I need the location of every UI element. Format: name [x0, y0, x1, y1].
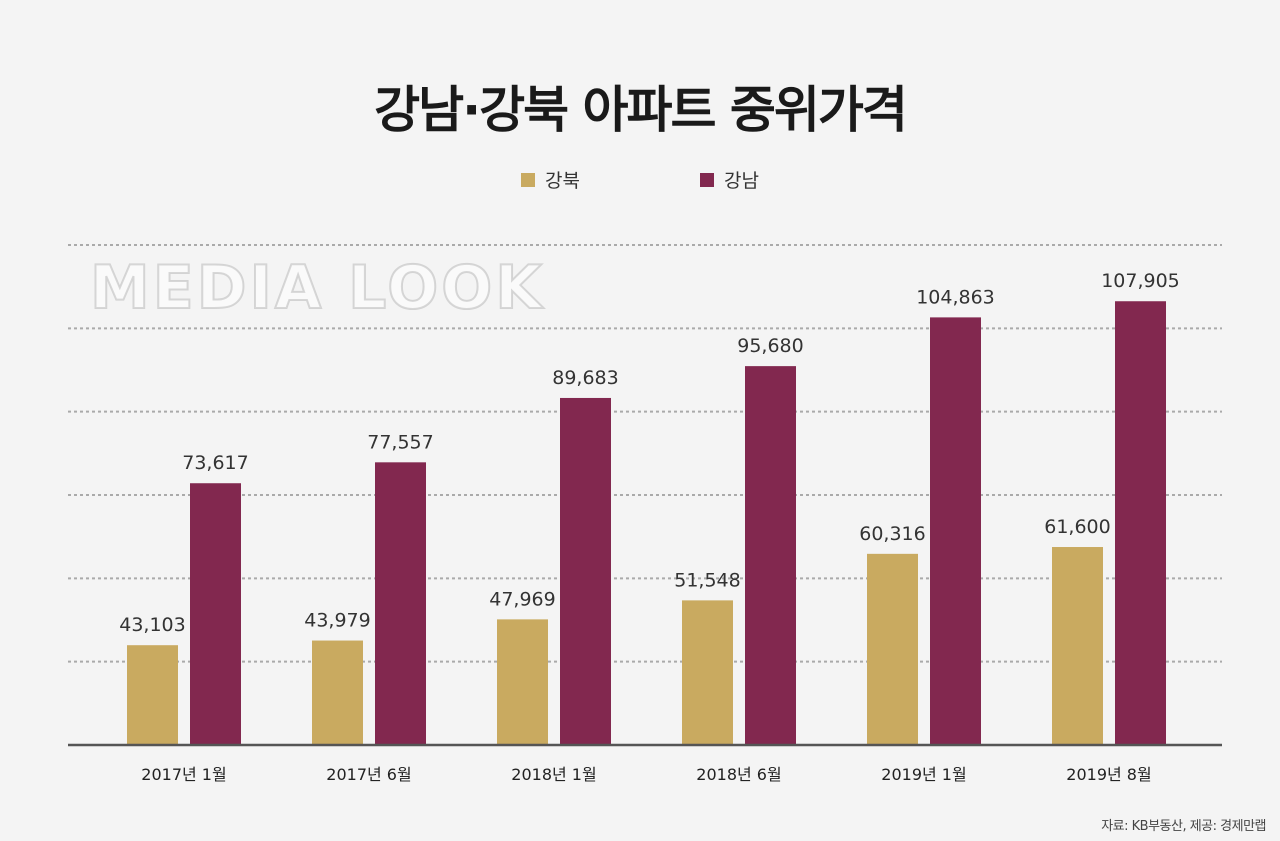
bar-gangnam	[190, 483, 241, 745]
data-label: 43,979	[304, 610, 370, 632]
bar-gangnam	[1115, 301, 1166, 745]
x-tick-label: 2019년 1월	[881, 765, 966, 784]
data-label: 60,316	[859, 523, 925, 545]
x-tick-label: 2018년 6월	[696, 765, 781, 784]
bar-gangbuk	[312, 640, 363, 745]
bar-gangbuk	[127, 645, 178, 745]
data-label: 89,683	[552, 367, 618, 389]
data-label: 77,557	[367, 431, 433, 453]
bar-gangbuk	[867, 553, 918, 745]
legend: 강북 강남	[0, 166, 1280, 193]
legend-item-gangnam: 강남	[700, 166, 759, 193]
bar-gangnam	[745, 366, 796, 745]
x-tick-label: 2017년 6월	[326, 765, 411, 784]
x-tick-label: 2017년 1월	[141, 765, 226, 784]
bar-gangnam	[375, 462, 426, 745]
data-label: 61,600	[1044, 516, 1110, 538]
bar-gangbuk	[497, 619, 548, 745]
data-label: 43,103	[119, 614, 185, 636]
legend-label: 강북	[545, 170, 580, 192]
legend-swatch-gangnam	[700, 172, 714, 187]
bar-gangnam	[560, 397, 611, 745]
x-tick-label: 2018년 1월	[511, 765, 596, 784]
bar-gangbuk	[1052, 547, 1103, 745]
legend-swatch-gangbuk	[521, 172, 536, 187]
source-note: 자료: KB부동산, 제공: 경제만랩	[1101, 819, 1266, 834]
data-label: 51,548	[674, 569, 740, 591]
bar-gangnam	[930, 317, 981, 745]
data-label: 95,680	[737, 335, 803, 357]
data-label: 73,617	[182, 452, 248, 474]
x-tick-label: 2019년 8월	[1066, 765, 1151, 784]
data-label: 107,905	[1101, 270, 1180, 292]
legend-label: 강남	[724, 170, 759, 192]
bar-gangbuk	[682, 600, 733, 745]
chart-title: 강남·강북 아파트 중위가격	[374, 81, 908, 139]
data-label: 104,863	[916, 286, 995, 308]
legend-item-gangbuk: 강북	[521, 166, 580, 193]
data-label: 47,969	[489, 588, 555, 610]
